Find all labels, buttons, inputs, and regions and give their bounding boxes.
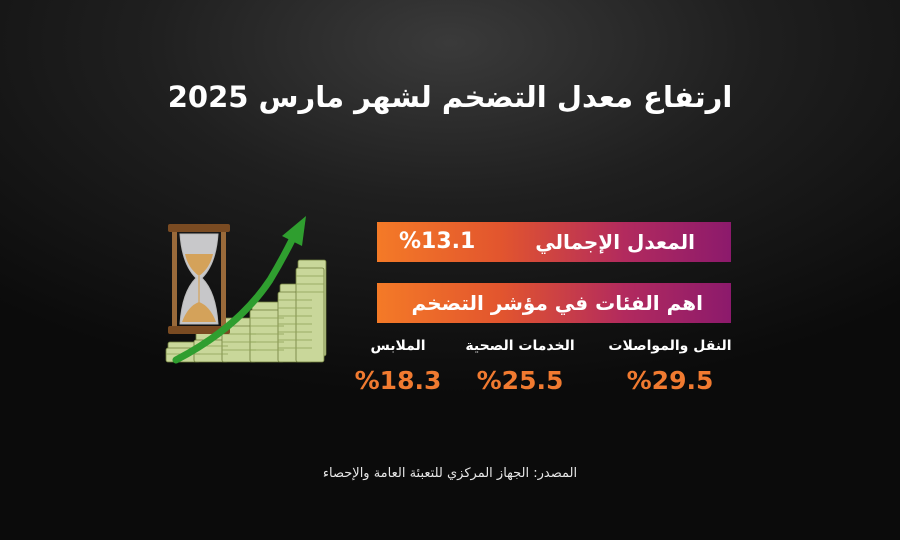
category-label: الملابس	[370, 338, 426, 354]
overall-rate-label: المعدل الإجمالي	[535, 230, 695, 254]
categories-heading-bar: اهم الفئات في مؤشر التضخم	[377, 283, 731, 323]
overall-rate-value: %13.1	[399, 229, 476, 254]
category-item: الخدمات الصحية %25.5	[450, 338, 590, 395]
money-stack-icon	[165, 259, 327, 363]
source-note: المصدر: الجهاز المركزي للتعبئة العامة وا…	[322, 466, 578, 481]
overall-rate-bar: المعدل الإجمالي %13.1	[377, 222, 731, 262]
category-label: النقل والمواصلات	[608, 338, 732, 354]
inflation-illustration	[165, 216, 327, 364]
category-value: %29.5	[626, 366, 714, 395]
categories-heading: اهم الفئات في مؤشر التضخم	[411, 291, 703, 315]
category-item: الملابس %18.3	[328, 338, 468, 395]
category-label: الخدمات الصحية	[465, 338, 575, 354]
hourglass-icon	[168, 224, 230, 334]
category-item: النقل والمواصلات %29.5	[600, 338, 740, 395]
up-arrow-icon	[172, 216, 306, 364]
category-value: %25.5	[476, 366, 564, 395]
page-title: ارتفاع معدل التضخم لشهر مارس 2025	[167, 80, 733, 114]
category-value: %18.3	[354, 366, 442, 395]
